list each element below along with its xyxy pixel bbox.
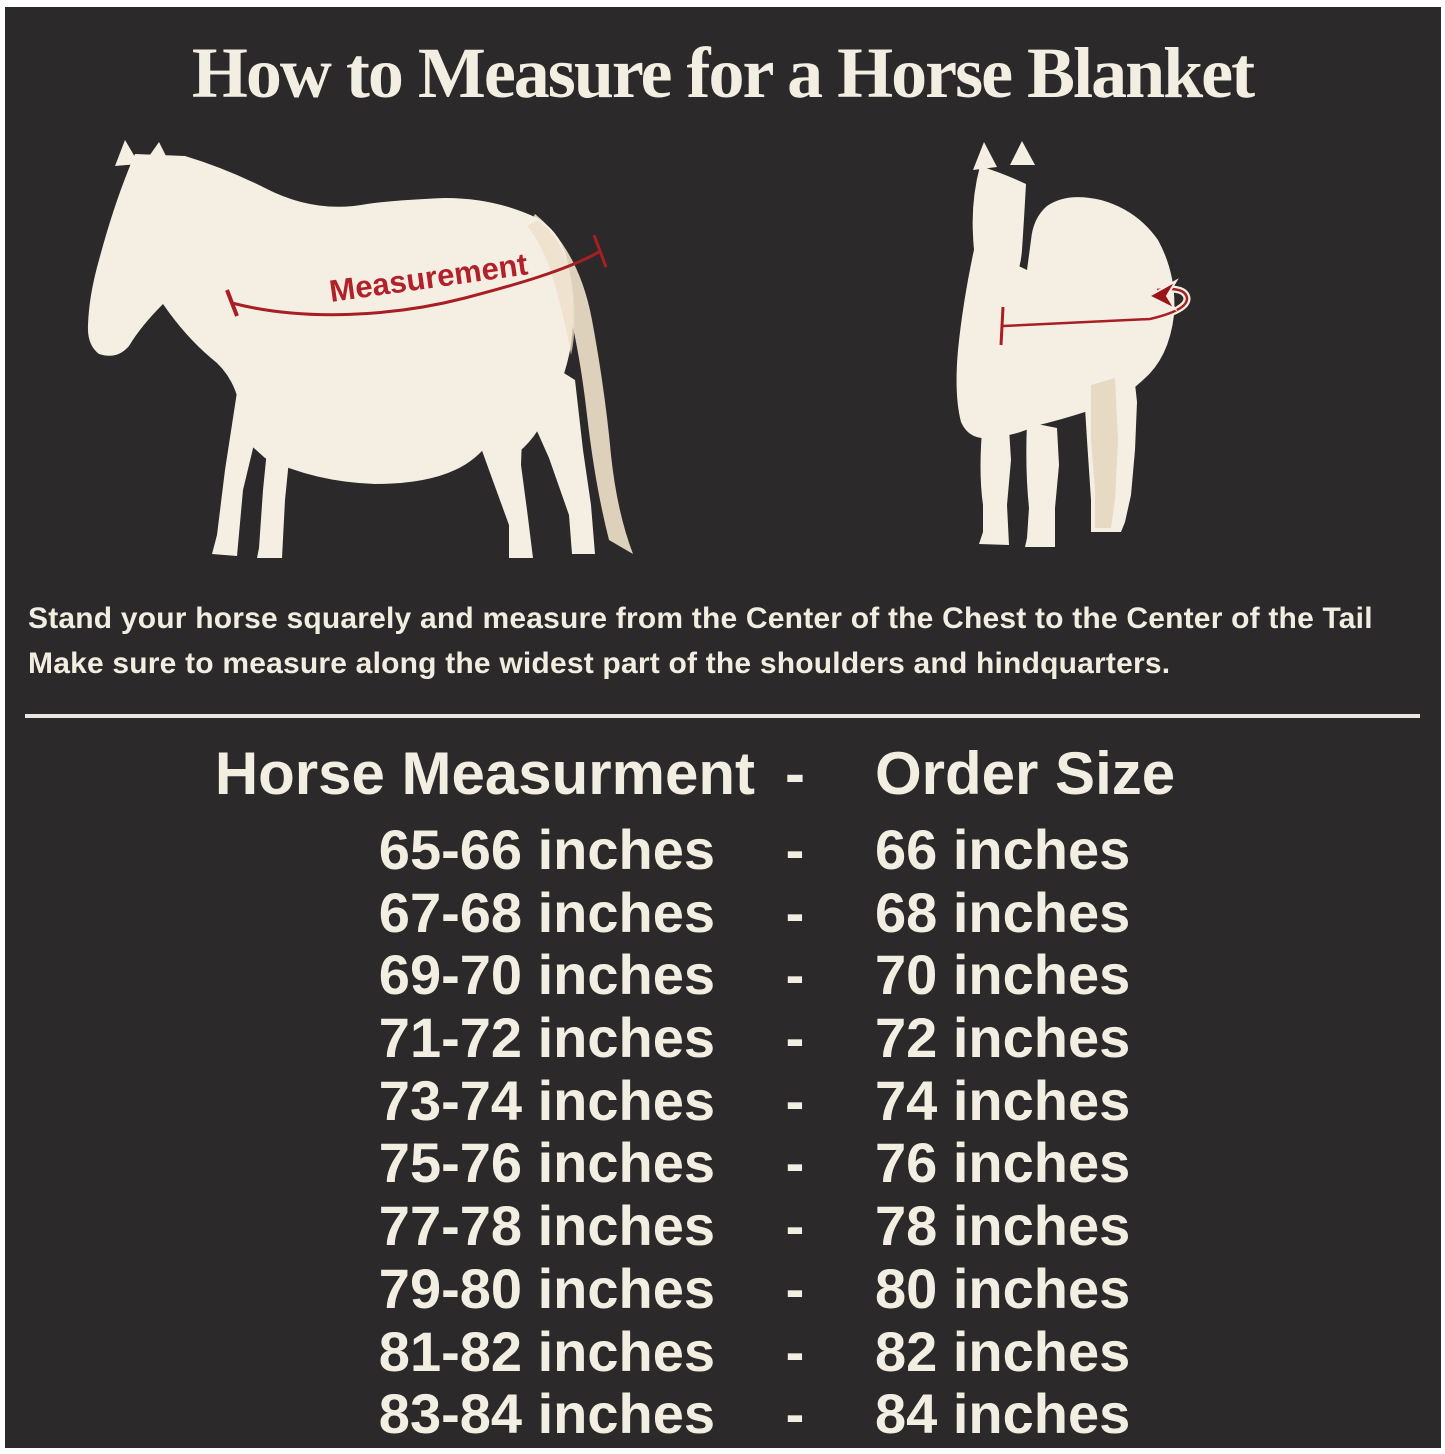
row-measurement: 77-78 inches xyxy=(378,1194,715,1258)
table-row: 65-66 inches - 66 inches xyxy=(0,817,1445,881)
horse-hind-leg xyxy=(471,390,533,558)
table-row: 71-72 inches - 72 inches xyxy=(0,1005,1445,1070)
page-title: How to Measure for a Horse Blanket xyxy=(191,33,1255,113)
front-horse-left-leg xyxy=(979,420,1011,545)
row-order: 70 inches xyxy=(875,943,1131,1007)
table-row: 69-70 inches - 70 inches xyxy=(0,942,1445,1007)
table-row: 83-84 inches - 84 inches xyxy=(0,1381,1445,1446)
header-separator: - xyxy=(785,740,805,807)
row-measurement: 81-82 inches xyxy=(378,1319,715,1383)
header-order-size: Order Size xyxy=(875,740,1176,807)
row-separator: - xyxy=(785,818,805,881)
girth-line-tick xyxy=(999,306,1005,346)
front-horse-hind-leg-shade xyxy=(1091,378,1118,528)
size-table-header: Horse Measurment - Order Size xyxy=(0,739,1445,807)
section-divider xyxy=(25,714,1420,718)
instructions-line-2: Make sure to measure along the widest pa… xyxy=(28,647,1171,680)
row-measurement: 75-76 inches xyxy=(378,1131,715,1195)
row-separator: - xyxy=(785,1131,805,1195)
row-separator: - xyxy=(785,880,805,944)
instructions-line-1: Stand your horse squarely and measure fr… xyxy=(28,602,1373,635)
front-horse-right-leg xyxy=(1025,422,1059,547)
row-order: 76 inches xyxy=(875,1131,1131,1195)
table-row: 67-68 inches - 68 inches xyxy=(0,880,1445,944)
row-measurement: 73-74 inches xyxy=(378,1068,715,1132)
horse-front-leg xyxy=(212,392,257,556)
row-separator: - xyxy=(785,1194,805,1258)
row-measurement: 79-80 inches xyxy=(378,1256,715,1320)
row-separator: - xyxy=(785,1382,805,1446)
rump-shade xyxy=(527,220,575,355)
row-separator: - xyxy=(785,1006,805,1070)
row-separator: - xyxy=(785,1319,805,1383)
row-measurement: 71-72 inches xyxy=(378,1006,715,1070)
row-order: 74 inches xyxy=(875,1068,1131,1132)
row-separator: - xyxy=(785,1256,805,1320)
horse-front-leg-far xyxy=(257,410,291,558)
horse-body xyxy=(87,154,574,484)
table-row: 81-82 inches - 82 inches xyxy=(0,1319,1445,1383)
horse-hind-leg-far xyxy=(521,360,595,554)
size-table: Horse Measurment - Order Size 65-66 inch… xyxy=(0,739,1445,1446)
table-row: 75-76 inches - 76 inches xyxy=(0,1130,1445,1195)
measurement-line xyxy=(231,250,600,317)
front-horse-ears xyxy=(973,141,1035,170)
measurement-line-start-tick xyxy=(225,289,239,317)
row-order: 78 inches xyxy=(875,1194,1131,1258)
side-horse-illustration: Measurement xyxy=(87,140,633,558)
row-order: 84 inches xyxy=(875,1382,1131,1446)
front-horse-illustration xyxy=(956,141,1191,547)
instructions-text: Stand your horse squarely and measure fr… xyxy=(28,596,1435,686)
row-measurement: 65-66 inches xyxy=(378,818,715,881)
row-order: 66 inches xyxy=(875,818,1131,881)
row-measurement: 69-70 inches xyxy=(378,943,715,1007)
measurement-line-end-tick xyxy=(592,234,608,268)
front-horse-head xyxy=(972,166,1026,289)
row-order: 68 inches xyxy=(875,880,1131,944)
row-separator: - xyxy=(785,943,805,1007)
row-order: 80 inches xyxy=(875,1256,1131,1320)
table-row: 79-80 inches - 80 inches xyxy=(0,1256,1445,1320)
table-row: 73-74 inches - 74 inches xyxy=(0,1068,1445,1132)
row-order: 72 inches xyxy=(875,1006,1131,1070)
rotation-arrow-icon xyxy=(1146,278,1179,312)
row-order: 82 inches xyxy=(875,1319,1131,1383)
horse-tail xyxy=(527,214,633,554)
header-horse-measurement: Horse Measurment xyxy=(214,740,755,807)
row-separator: - xyxy=(785,1068,805,1132)
row-measurement: 67-68 inches xyxy=(378,880,715,944)
table-row: 77-78 inches - 78 inches xyxy=(0,1193,1445,1258)
row-measurement: 83-84 inches xyxy=(378,1382,715,1446)
